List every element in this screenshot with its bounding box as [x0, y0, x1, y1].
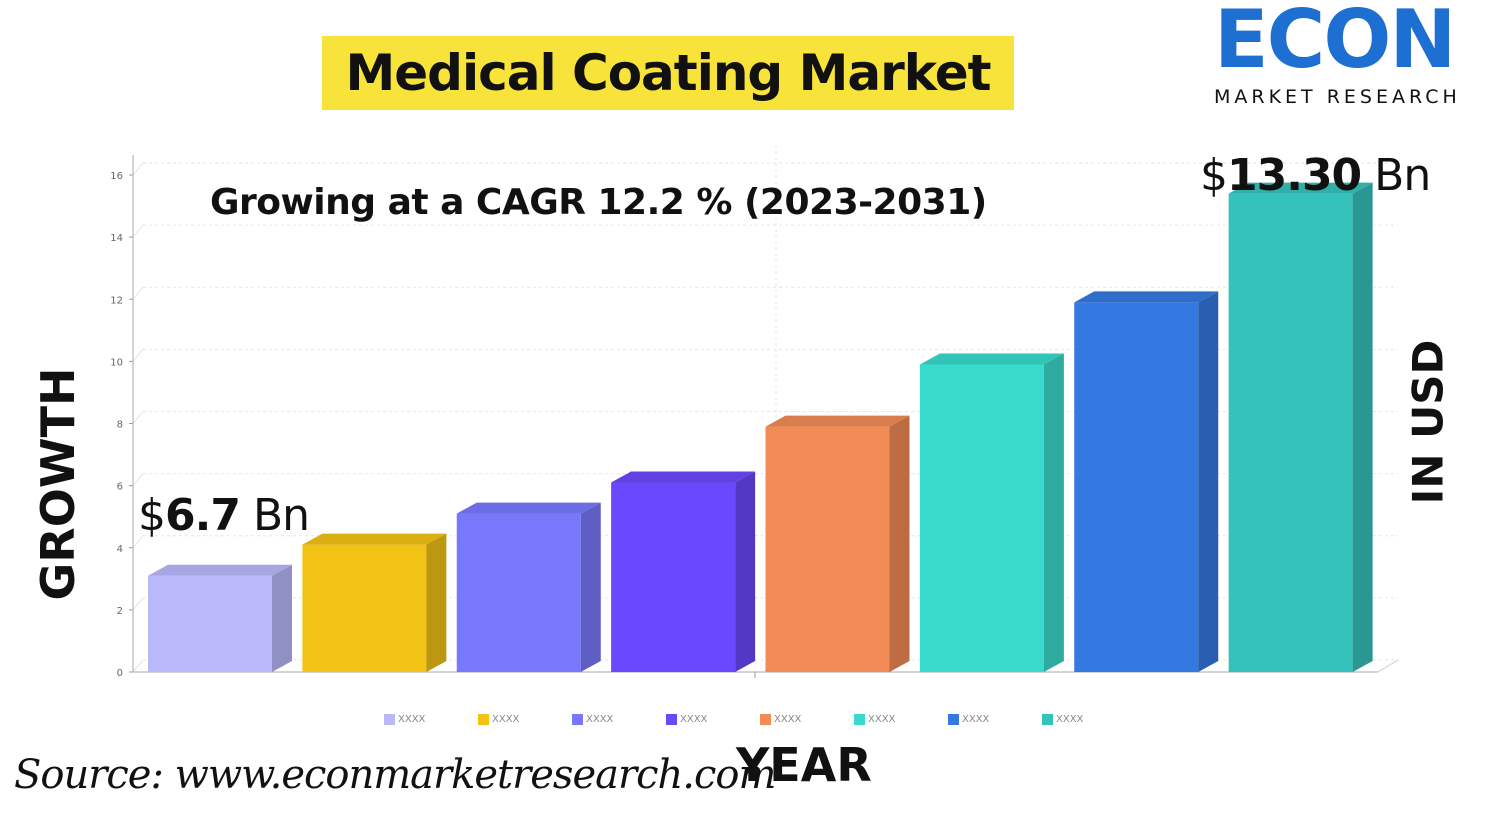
y-axis-label: GROWTH	[31, 367, 85, 601]
bar	[1228, 193, 1353, 672]
y-tick-label: 14	[110, 233, 123, 244]
chart-subtitle: Growing at a CAGR 12.2 % (2023-2031)	[210, 182, 987, 223]
end-value-annotation: $13.30 Bn	[1200, 150, 1431, 201]
legend-swatch	[666, 713, 677, 725]
bar-side	[735, 471, 756, 672]
chart-title: Medical Coating Market	[345, 44, 991, 102]
bar-side	[426, 533, 447, 672]
gridline-depth	[132, 162, 144, 176]
legend-label: XXXX	[1056, 713, 1084, 725]
legend-item[interactable]: XXXX	[666, 712, 760, 726]
legend-label: XXXX	[680, 713, 708, 725]
bar	[456, 513, 581, 672]
gridline-depth	[132, 659, 144, 673]
bar	[148, 575, 272, 672]
gridline-depth	[132, 473, 144, 486]
bar-top	[1074, 291, 1219, 303]
bar-side	[1043, 353, 1064, 672]
legend-label: XXXX	[868, 713, 896, 725]
gridline-depth	[132, 597, 144, 611]
legend: XXXX XXXX XXXX XXXX XXXX XXXX XXXX XXXX	[384, 712, 1136, 726]
y-tick-label: 10	[110, 357, 123, 368]
x-axis-label: YEAR	[736, 738, 872, 792]
y-tick-label: 4	[117, 544, 123, 555]
legend-label: XXXX	[962, 713, 990, 725]
bar-side	[580, 502, 601, 672]
legend-swatch	[572, 713, 583, 725]
bar-top	[1228, 182, 1373, 194]
legend-swatch	[478, 713, 489, 725]
legend-item[interactable]: XXXX	[572, 712, 666, 726]
gridline-depth	[132, 411, 144, 424]
gridline-depth	[132, 349, 144, 362]
source-note: Source: www.econmarketresearch.com	[14, 752, 776, 798]
logo-wordmark: ECON	[1214, 0, 1456, 86]
legend-swatch	[854, 713, 865, 725]
legend-swatch	[948, 713, 959, 725]
bar-top	[611, 471, 756, 483]
y-tick-label: 8	[117, 420, 123, 431]
bar-top	[919, 353, 1064, 365]
bar	[919, 364, 1044, 672]
gridline-depth	[132, 224, 144, 238]
legend-item[interactable]: XXXX	[1042, 712, 1136, 726]
legend-label: XXXX	[398, 713, 426, 725]
bar-side	[889, 415, 910, 672]
legend-item[interactable]: XXXX	[760, 712, 854, 726]
legend-item[interactable]: XXXX	[948, 712, 1042, 726]
y-tick-label: 12	[110, 295, 123, 306]
legend-swatch	[760, 713, 771, 725]
bar	[765, 426, 890, 672]
bar-top	[302, 533, 447, 545]
legend-label: XXXX	[492, 713, 520, 725]
y2-axis-label: IN USD	[1403, 339, 1453, 505]
gridline-depth	[132, 535, 144, 549]
econ-logo: ECON MARKET RESEARCH	[1208, 0, 1490, 110]
y-tick-label: 6	[117, 482, 123, 493]
legend-swatch	[1042, 713, 1053, 725]
x-axis-depth	[1377, 659, 1399, 673]
y-tick-label: 0	[117, 668, 123, 679]
title-banner: Medical Coating Market	[322, 36, 1014, 110]
bar	[302, 544, 427, 672]
bar-side	[272, 564, 292, 672]
bar-top	[148, 564, 292, 576]
bar	[1074, 302, 1199, 672]
bar-top	[456, 502, 601, 514]
bar-top	[765, 415, 910, 427]
legend-item[interactable]: XXXX	[478, 712, 572, 726]
bar-side	[1198, 291, 1219, 672]
legend-item[interactable]: XXXX	[384, 712, 478, 726]
legend-swatch	[384, 713, 395, 725]
logo-subtitle: MARKET RESEARCH	[1214, 86, 1461, 108]
legend-label: XXXX	[774, 713, 802, 725]
y-tick-label: 16	[110, 171, 123, 182]
legend-item[interactable]: XXXX	[854, 712, 948, 726]
gridline-depth	[132, 286, 144, 300]
y-tick-label: 2	[117, 606, 123, 617]
legend-label: XXXX	[586, 713, 614, 725]
bar-side	[1352, 182, 1373, 672]
start-value-annotation: $6.7 Bn	[138, 490, 310, 541]
bar	[611, 482, 736, 672]
